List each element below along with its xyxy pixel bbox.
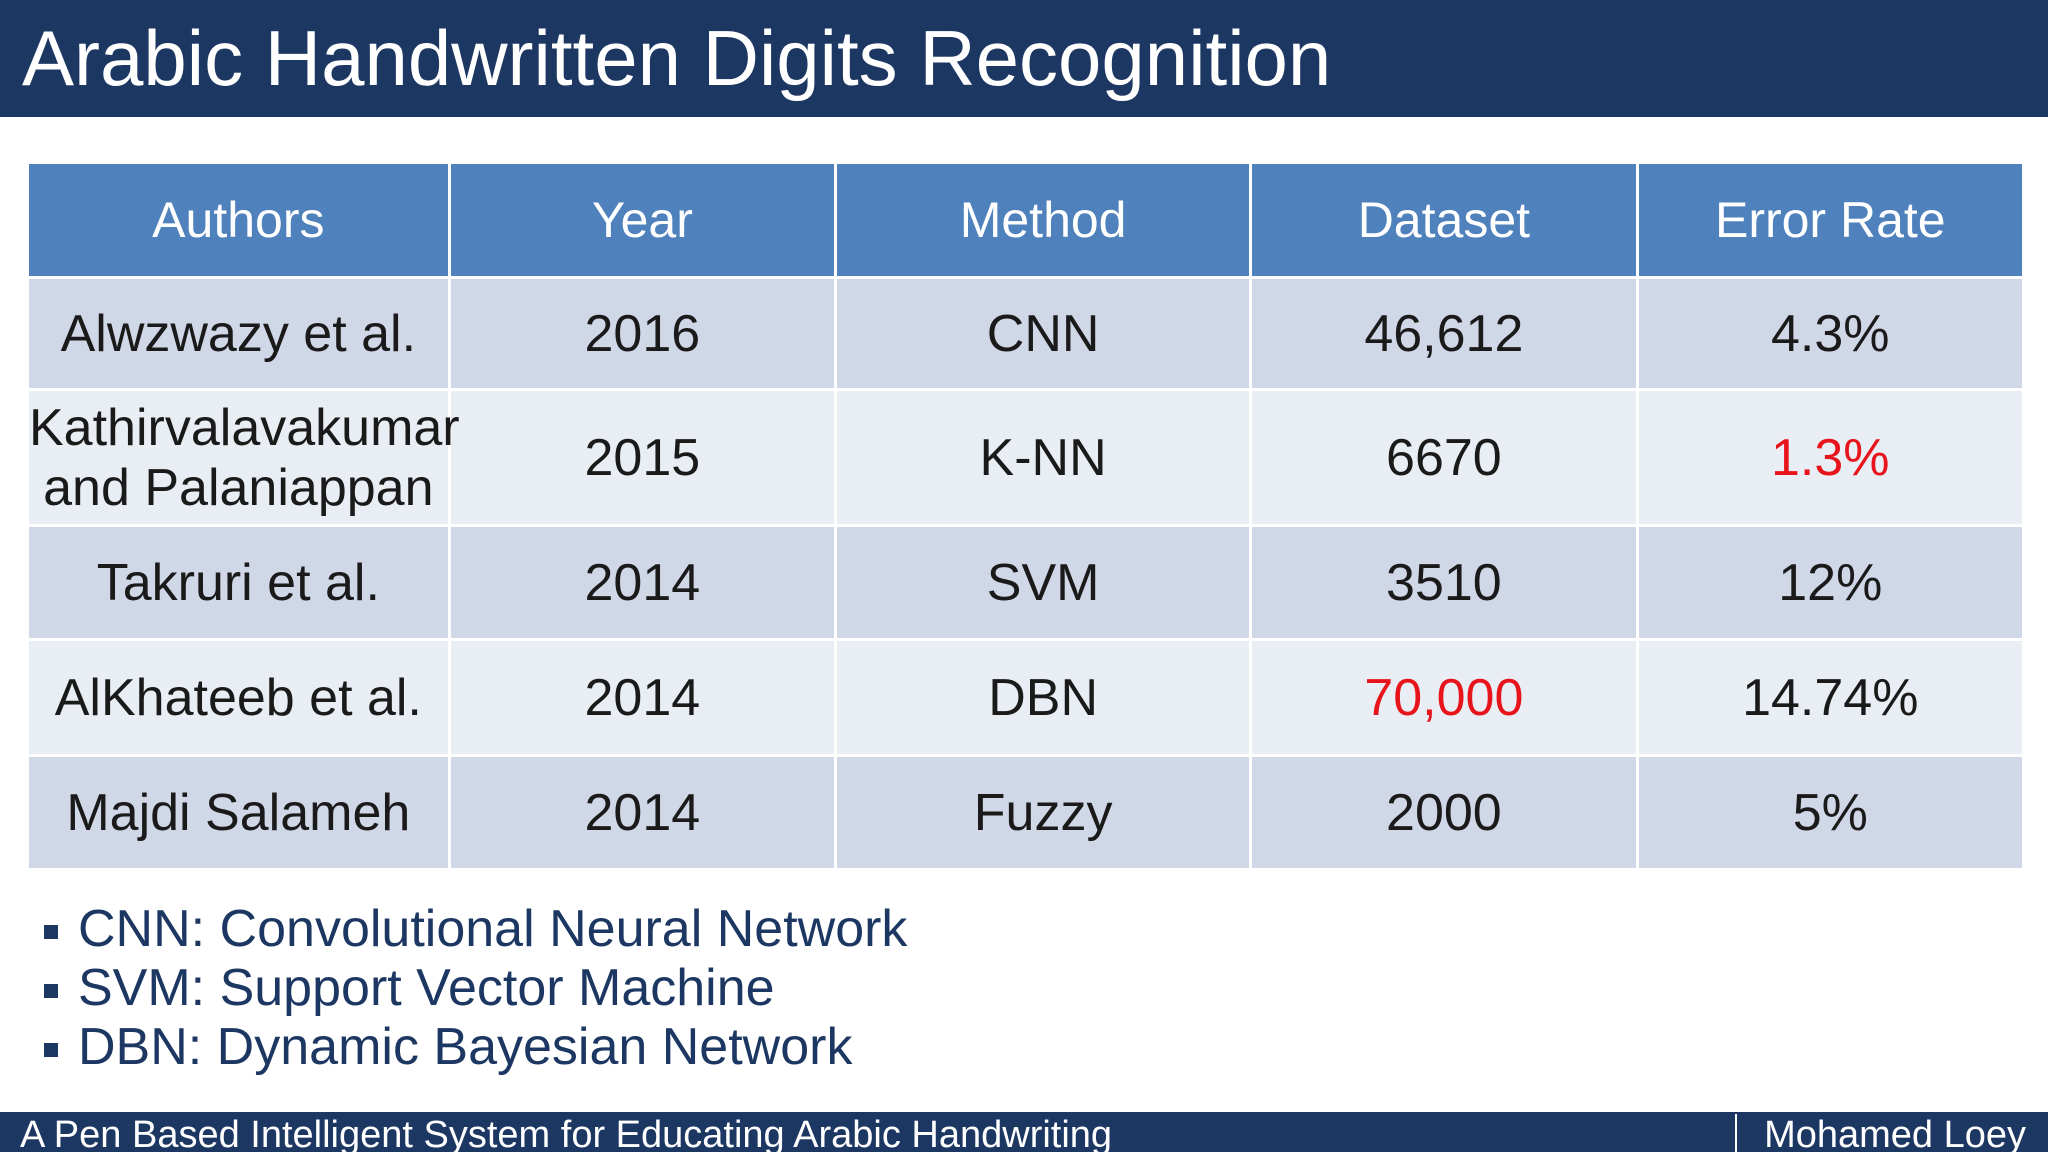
footer-divider [1735,1114,1737,1152]
header-dataset: Dataset [1249,161,1639,279]
cell-error-rate-highlighted: 1.3% [1635,388,2026,527]
cell-dataset: 3510 [1249,524,1639,641]
cell-error-rate: 14.74% [1635,638,2026,757]
table-row: AlKhateeb et al. 2014 DBN 70,000 14.74% [26,638,2026,757]
footer-author: Mohamed Loey [1764,1114,2026,1152]
cell-year: 2014 [447,754,838,871]
header-authors: Authors [26,161,451,279]
header-error-rate: Error Rate [1635,161,2026,279]
header-year: Year [447,161,838,279]
cell-error-rate: 4.3% [1635,276,2026,391]
table-row: Majdi Salameh 2014 Fuzzy 2000 5% [26,754,2026,871]
table-row: Alwzwazy et al. 2016 CNN 46,612 4.3% [26,276,2026,391]
cell-method: Fuzzy [834,754,1253,871]
square-bullet-icon [44,925,58,939]
square-bullet-icon [44,984,58,998]
cell-dataset: 2000 [1249,754,1639,871]
cell-year: 2016 [447,276,838,391]
slide-title: Arabic Handwritten Digits Recognition [22,14,1332,102]
cell-authors: Majdi Salameh [26,754,451,871]
authors-line: and Palaniappan [43,458,434,517]
cell-authors: Kathirvalavakumar and Palaniappan [26,388,460,527]
cell-dataset-highlighted: 70,000 [1249,638,1639,757]
cell-method: DBN [834,638,1253,757]
cell-dataset: 6670 [1249,388,1639,527]
cell-authors: Alwzwazy et al. [26,276,451,391]
footer-project-title: A Pen Based Intelligent System for Educa… [20,1114,1113,1152]
table-row: Kathirvalavakumar and Palaniappan 2015 K… [26,388,2026,527]
square-bullet-icon [44,1043,58,1057]
cell-method: K-NN [834,388,1253,527]
cell-method: CNN [834,276,1253,391]
cell-authors: AlKhateeb et al. [26,638,451,757]
table-row: Takruri et al. 2014 SVM 3510 12% [26,524,2026,641]
abbreviation-dbn: DBN: Dynamic Bayesian Network [78,1018,853,1076]
table-header-row: Authors Year Method Dataset Error Rate [26,161,2026,279]
results-table: Authors Year Method Dataset Error Rate A… [26,161,2026,871]
list-item: CNN: Convolutional Neural Network [42,900,907,959]
cell-method: SVM [834,524,1253,641]
cell-year: 2014 [447,638,838,757]
cell-year: 2014 [447,524,838,641]
cell-authors: Takruri et al. [26,524,451,641]
abbreviation-list: CNN: Convolutional Neural Network SVM: S… [42,900,907,1077]
cell-error-rate: 5% [1635,754,2026,871]
cell-error-rate: 12% [1635,524,2026,641]
abbreviation-cnn: CNN: Convolutional Neural Network [78,900,908,958]
cell-dataset: 46,612 [1249,276,1639,391]
title-bar: Arabic Handwritten Digits Recognition [0,0,2048,117]
abbreviation-svm: SVM: Support Vector Machine [78,959,775,1017]
header-method: Method [834,161,1253,279]
list-item: SVM: Support Vector Machine [42,959,907,1018]
footer-bar: A Pen Based Intelligent System for Educa… [0,1112,2048,1152]
authors-line: Kathirvalavakumar [29,398,460,457]
list-item: DBN: Dynamic Bayesian Network [42,1018,907,1077]
cell-year: 2015 [447,388,838,527]
